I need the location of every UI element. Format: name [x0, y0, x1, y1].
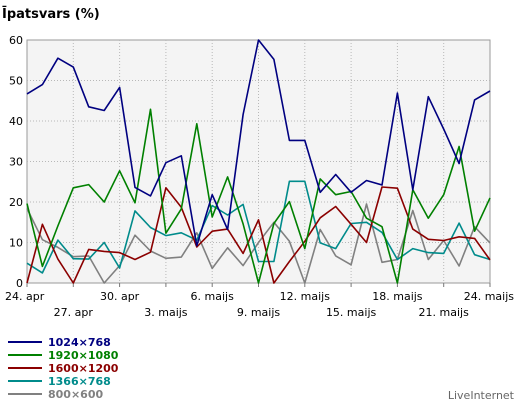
legend: 1024×7681920×10801600×12001366×768800×60…	[8, 336, 119, 401]
legend-label: 1024×768	[48, 336, 111, 349]
y-tick-label: 60	[9, 34, 23, 47]
y-tick-label: 10	[9, 237, 23, 250]
x-tick-label: 24. maijs	[464, 290, 515, 303]
x-tick-label: 6. maijs	[191, 290, 235, 303]
x-tick-label: 3. maijs	[144, 306, 188, 319]
series-lines	[26, 39, 491, 284]
y-tick-label: 50	[9, 75, 23, 88]
x-tick-label: 21. maijs	[419, 306, 470, 319]
y-tick-label: 30	[9, 156, 23, 169]
legend-label: 1366×768	[48, 375, 111, 388]
y-tick-label: 0	[16, 277, 23, 290]
x-tick-label: 24. apr	[5, 290, 45, 303]
series-line-1024×768	[26, 39, 491, 247]
credit-text: LiveInternet	[448, 389, 515, 402]
series-line-1366×768	[26, 180, 491, 274]
legend-label: 1600×1200	[48, 362, 119, 375]
y-axis: 0 10 20 30 40 50 60	[9, 34, 23, 290]
chart-title: Īpatsvars (%)	[2, 7, 100, 22]
series-line-800×600	[26, 203, 491, 284]
x-tick-label: 15. maijs	[326, 306, 377, 319]
y-tick-label: 20	[9, 196, 23, 209]
x-tick-label: 30. apr	[100, 290, 140, 303]
legend-label: 800×600	[48, 388, 103, 401]
x-tick-label: 9. maijs	[237, 306, 281, 319]
series-line-1600×1200	[26, 186, 491, 284]
legend-label: 1920×1080	[48, 349, 119, 362]
x-tick-label: 12. maijs	[280, 290, 331, 303]
y-tick-label: 40	[9, 115, 23, 128]
x-tick-label: 18. maijs	[372, 290, 423, 303]
x-tick-label: 27. apr	[54, 306, 94, 319]
